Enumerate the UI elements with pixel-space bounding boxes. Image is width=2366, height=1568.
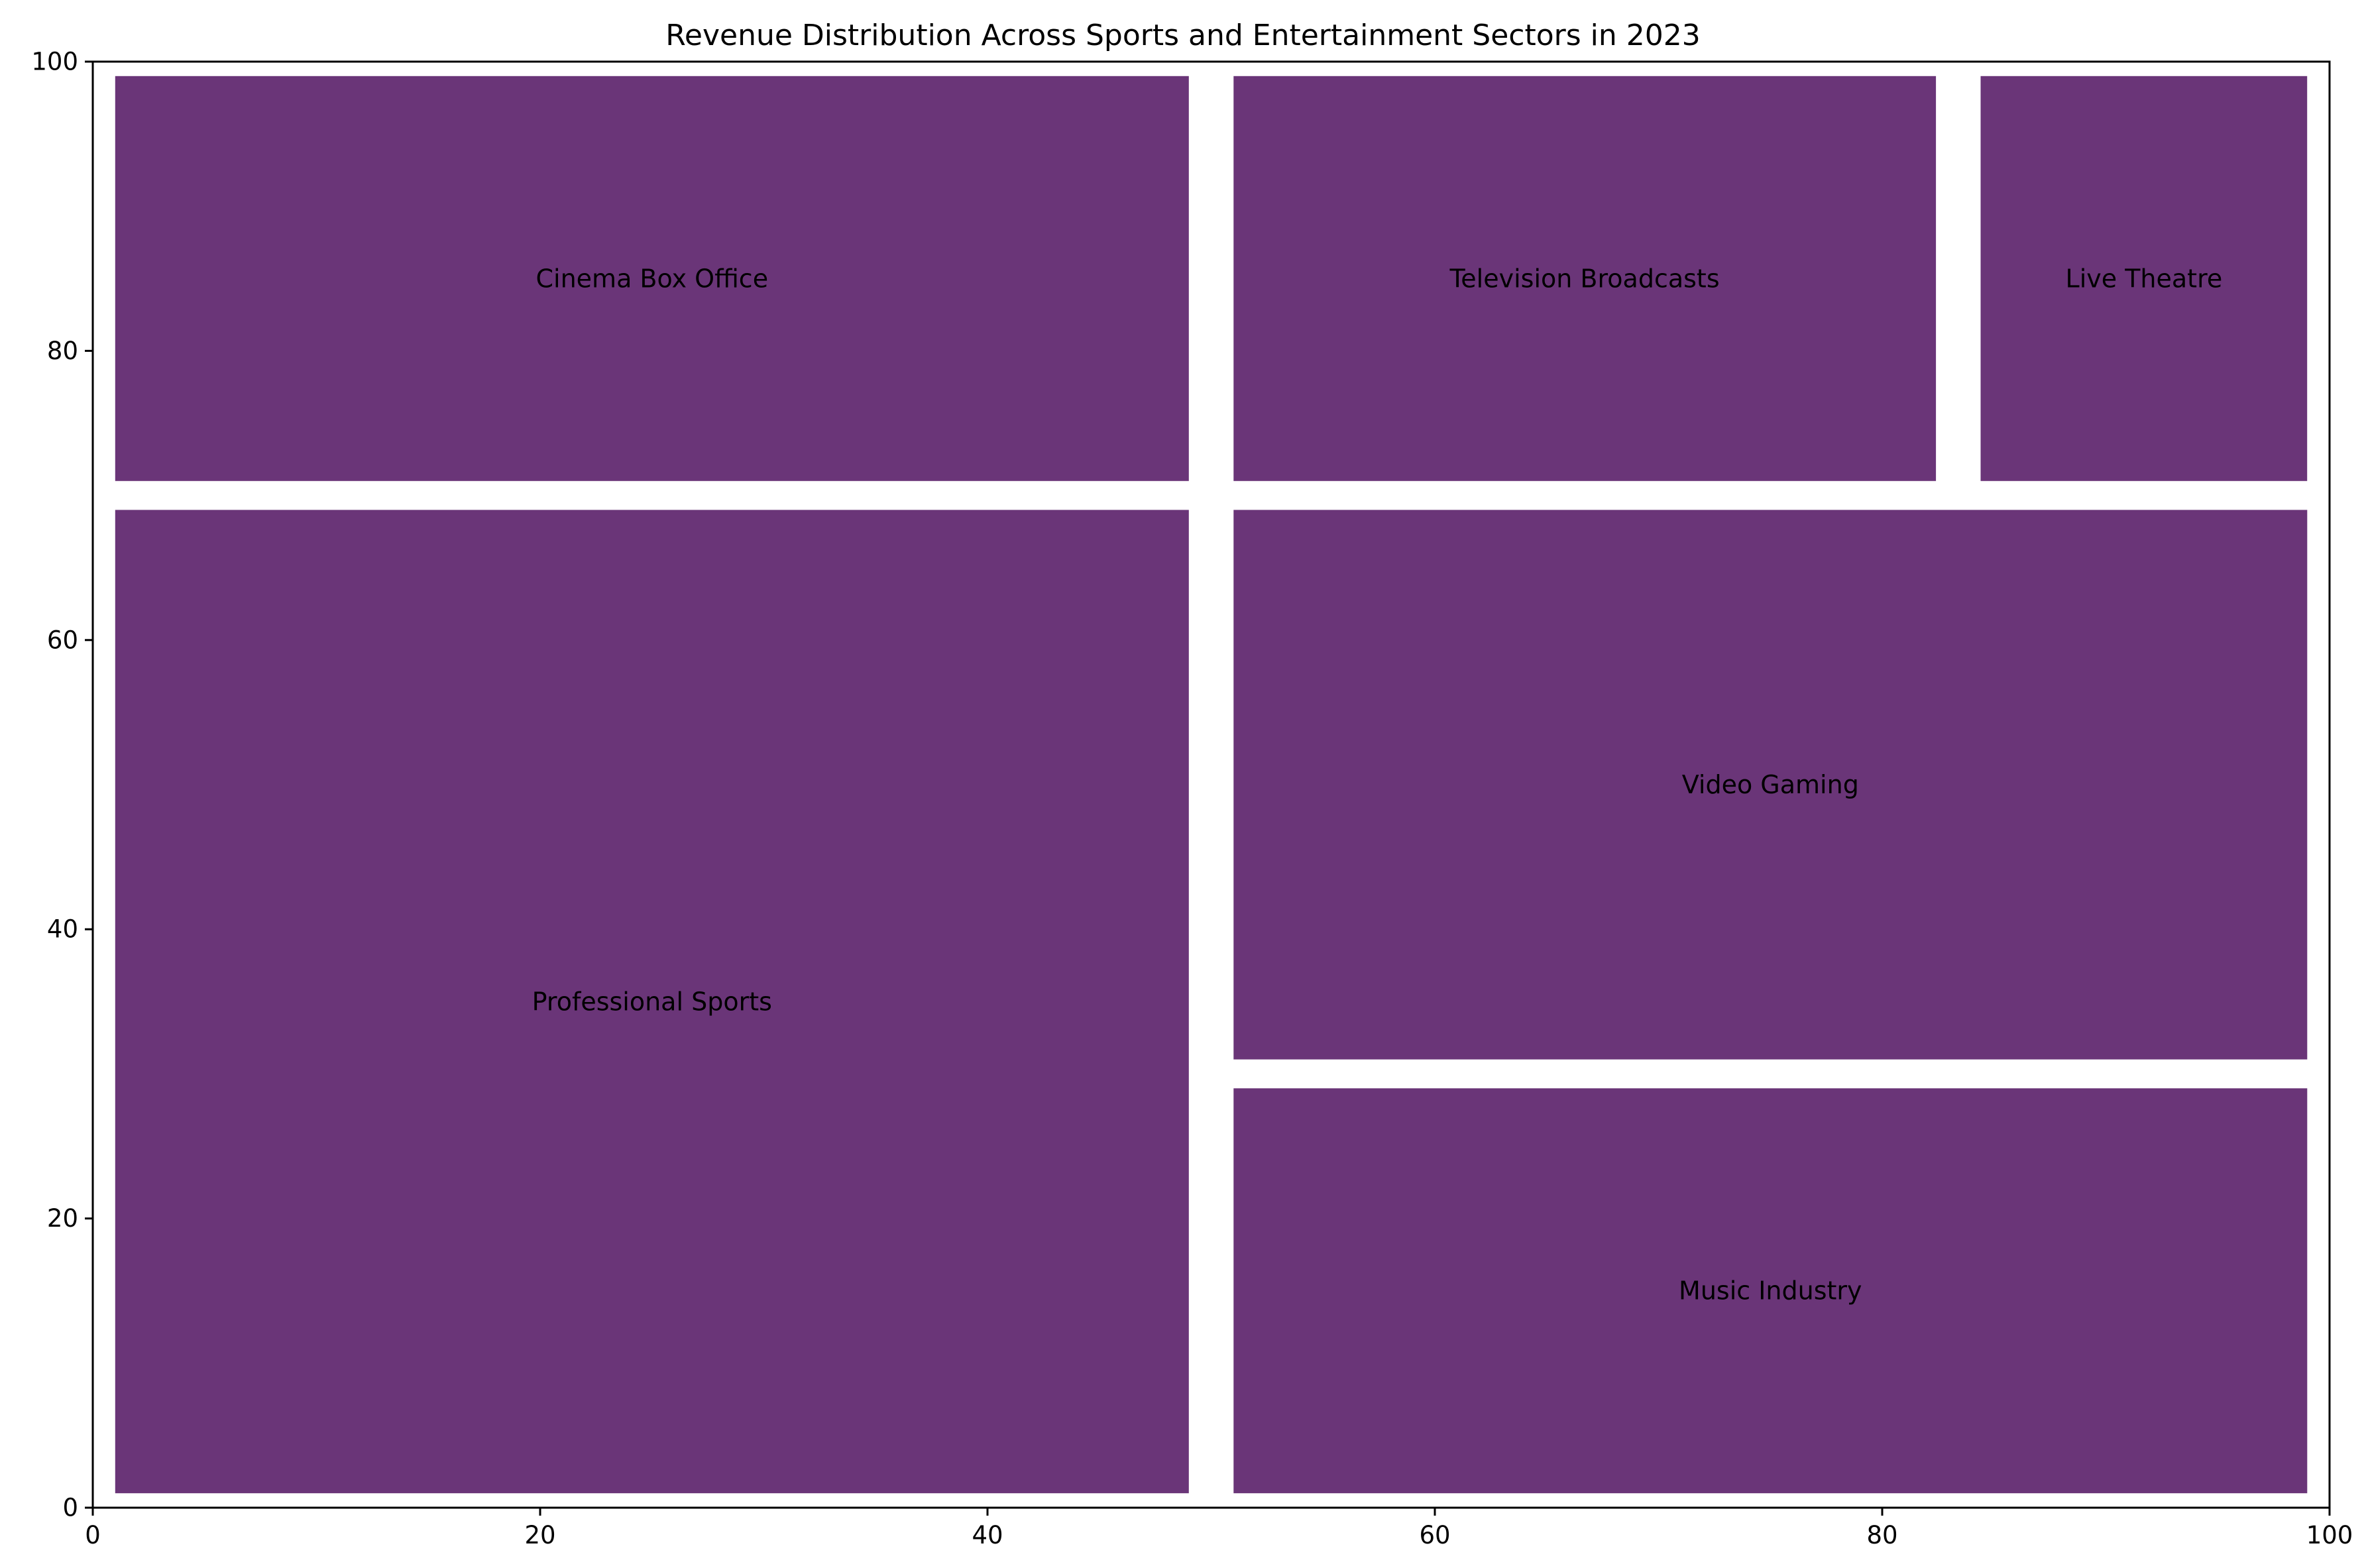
x-tick-label: 0 bbox=[85, 1521, 101, 1549]
treemap-rect-label: Live Theatre bbox=[2066, 264, 2223, 293]
x-tick-label: 60 bbox=[1419, 1521, 1450, 1549]
y-tick-label: 40 bbox=[47, 915, 78, 944]
y-tick-label: 0 bbox=[62, 1494, 78, 1522]
x-tick-label: 20 bbox=[524, 1521, 555, 1549]
x-tick-label: 80 bbox=[1866, 1521, 1897, 1549]
treemap-rect bbox=[1233, 1088, 2308, 1494]
treemap-labels: Cinema Box Office Television Broadcasts Li… bbox=[532, 264, 2223, 1305]
treemap-rect-label: Cinema Box Office bbox=[536, 264, 769, 293]
chart-title: Revenue Distribution Across Sports and E… bbox=[665, 19, 1700, 52]
treemap-rect bbox=[115, 76, 1189, 481]
y-tick-label: 100 bbox=[31, 48, 78, 76]
treemap-rect-label: Music Industry bbox=[1679, 1276, 1862, 1306]
y-tick-label: 60 bbox=[47, 626, 78, 654]
treemap-rect-label: Professional Sports bbox=[532, 987, 772, 1016]
x-tick-label: 100 bbox=[2306, 1521, 2353, 1549]
treemap-rect bbox=[1233, 510, 2308, 1060]
treemap-rect bbox=[1233, 76, 1937, 481]
treemap-rects bbox=[115, 76, 2308, 1494]
y-tick-label: 20 bbox=[47, 1204, 78, 1233]
treemap-rect-label: Video Gaming bbox=[1682, 770, 1859, 799]
axis-ticks: 0 20 40 60 80 100 0 20 40 60 80 100 bbox=[31, 48, 2353, 1550]
treemap-rect bbox=[1980, 76, 2308, 481]
treemap-rect bbox=[115, 510, 1189, 1494]
y-tick-label: 80 bbox=[47, 337, 78, 365]
x-tick-label: 40 bbox=[972, 1521, 1003, 1549]
treemap-rect-label: Television Broadcasts bbox=[1449, 264, 1720, 293]
axes-frame bbox=[91, 60, 2331, 1509]
